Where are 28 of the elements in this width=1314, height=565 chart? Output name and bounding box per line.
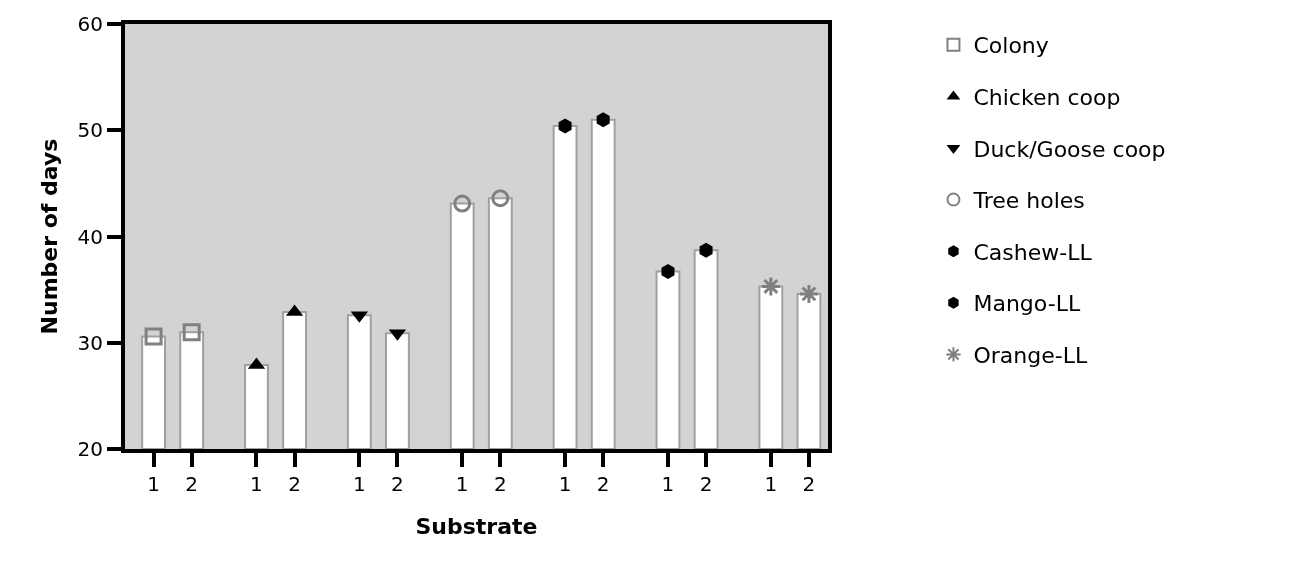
- x-tick-label: 2: [699, 472, 713, 496]
- legend-label: Cashew-LL: [973, 239, 1093, 265]
- legend-label: Colony: [973, 33, 1049, 59]
- x-tick-label: 1: [147, 472, 160, 496]
- y-axis-title: Number of days: [36, 138, 62, 335]
- x-tick-label: 2: [802, 472, 816, 496]
- legend-label: Tree holes: [972, 188, 1085, 214]
- x-axis-title: Substrate: [415, 514, 538, 540]
- x-tick-label: 1: [250, 472, 263, 496]
- legend-label: Chicken coop: [973, 84, 1121, 110]
- y-tick-label: 20: [77, 437, 103, 461]
- y-tick-label: 30: [77, 330, 103, 355]
- y-tick-label: 50: [77, 118, 103, 143]
- x-tick-label: 2: [596, 472, 610, 496]
- y-tick-label: 60: [77, 12, 103, 36]
- x-tick-label: 1: [764, 472, 778, 496]
- x-tick-label: 1: [352, 472, 366, 496]
- x-tick-label: 1: [661, 472, 675, 496]
- x-tick-label: 2: [391, 472, 404, 496]
- x-tick-label: 1: [455, 472, 469, 496]
- y-tick-label: 40: [77, 224, 103, 249]
- x-tick-label: 2: [493, 472, 507, 496]
- legend-label: Mango-LL: [973, 291, 1081, 317]
- x-tick-label: 2: [288, 472, 301, 496]
- legend-label: Duck/Goose coop: [973, 136, 1166, 162]
- x-tick-label: 1: [558, 472, 572, 496]
- x-tick-label: 2: [185, 472, 199, 496]
- legend-label: Orange-LL: [973, 342, 1088, 368]
